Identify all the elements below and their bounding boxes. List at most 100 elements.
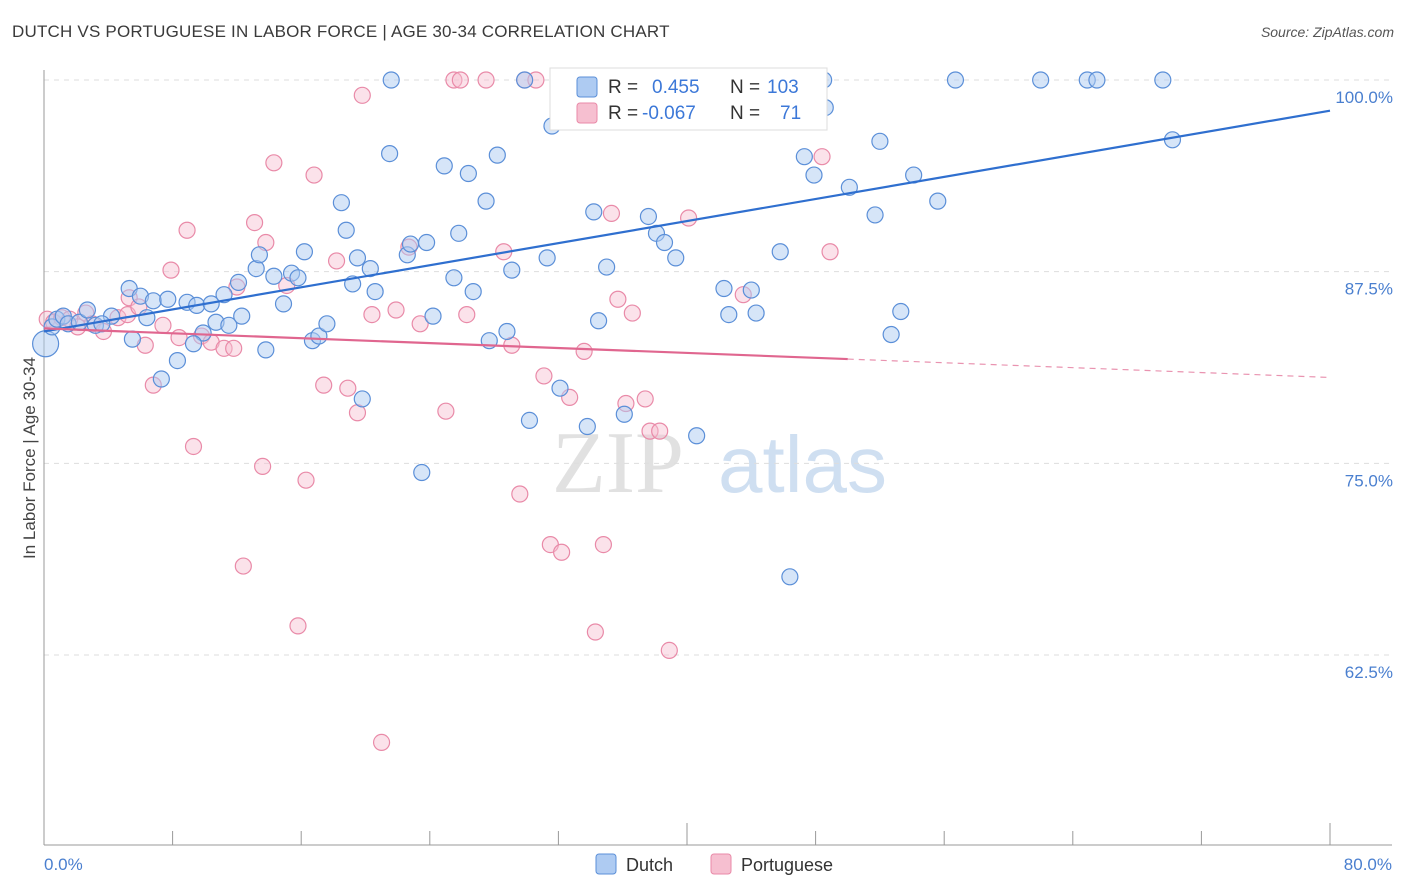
y-axis-label: In Labor Force | Age 30-34 — [20, 357, 39, 559]
dutch-point — [538, 249, 556, 267]
dutch-point — [144, 292, 162, 310]
portuguese-point — [821, 243, 839, 261]
dutch-point — [361, 260, 379, 278]
dutch-point — [233, 307, 251, 325]
portuguese-point — [609, 290, 627, 308]
portuguese-points — [38, 71, 839, 752]
dutch-point — [585, 203, 603, 221]
trend-lines — [43, 109, 1331, 379]
y-tick-labels: 100.0% 87.5% 75.0% 62.5% — [1335, 88, 1393, 682]
x-tick-label-max: 80.0% — [1344, 855, 1392, 874]
dutch-point — [1032, 71, 1050, 89]
portuguese-point — [511, 485, 529, 503]
portuguese-point — [411, 315, 429, 333]
dutch-point — [1088, 71, 1106, 89]
portuguese-point — [234, 557, 252, 575]
portuguese-point — [265, 154, 283, 172]
dutch-point — [123, 330, 142, 348]
dutch-point — [892, 302, 910, 321]
portuguese-point — [289, 617, 307, 635]
dutch-point — [715, 279, 733, 298]
portuguese-point — [154, 316, 172, 334]
portuguese-point — [636, 390, 654, 408]
dutch-point — [639, 207, 658, 226]
dutch-point — [459, 164, 477, 183]
dutch-point — [771, 243, 789, 261]
dutch-point — [615, 405, 633, 423]
dutch-point — [417, 233, 436, 252]
portuguese-point — [339, 379, 357, 397]
portuguese-point — [623, 304, 641, 322]
dutch-point — [337, 221, 355, 239]
dutch-point — [1163, 131, 1182, 149]
dutch-point — [265, 267, 283, 285]
series-legend: Dutch Portuguese — [595, 853, 833, 875]
stats-portuguese-r-label: R = — [608, 103, 638, 124]
portuguese-trend-line — [43, 327, 848, 361]
dutch-point — [655, 233, 674, 252]
watermark: ZIP atlas — [552, 415, 887, 512]
stats-dutch-r-value: 0.455 — [652, 77, 700, 98]
dutch-point — [220, 316, 238, 334]
portuguese-point — [660, 641, 678, 660]
y-tick-label: 62.5% — [1345, 663, 1393, 682]
dutch-point — [229, 273, 248, 291]
dutch-point — [598, 258, 616, 276]
portuguese-point — [372, 733, 391, 752]
dutch-point — [805, 166, 823, 184]
stats-dutch-n-label: N = — [730, 77, 760, 98]
portuguese-point — [680, 209, 698, 227]
dutch-point — [194, 324, 212, 342]
stats-dutch-r-label: R = — [608, 77, 638, 98]
y-tick-label: 87.5% — [1345, 280, 1393, 299]
dutch-point — [667, 249, 685, 267]
portuguese-point — [254, 457, 272, 475]
axes — [43, 70, 1392, 846]
dutch-point — [168, 352, 187, 370]
dutch-point — [318, 315, 336, 333]
portuguese-point — [445, 71, 463, 89]
watermark-atlas: atlas — [718, 420, 887, 509]
dutch-point — [401, 235, 420, 253]
portuguese-point — [535, 367, 553, 385]
dutch-point — [424, 307, 442, 325]
y-tick-label: 100.0% — [1335, 88, 1393, 107]
dutch-point — [688, 427, 706, 445]
dutch-point — [781, 568, 799, 586]
source-credit: Source: ZipAtlas.com — [1260, 24, 1394, 40]
legend-dutch-swatch — [595, 853, 617, 875]
portuguese-point — [553, 543, 571, 561]
legend-portuguese-label: Portuguese — [741, 855, 833, 875]
y-tick-label: 75.0% — [1345, 471, 1393, 490]
dutch-point — [882, 325, 900, 344]
dutch-point — [184, 335, 203, 353]
dutch-point — [274, 295, 293, 313]
dutch-point — [929, 192, 947, 210]
dutch-point — [366, 283, 384, 301]
portuguese-point — [363, 306, 381, 324]
dutch-point — [152, 370, 170, 388]
portuguese-point — [184, 437, 203, 456]
portuguese-point — [641, 422, 659, 440]
dutch-point — [866, 206, 884, 224]
portuguese-point — [170, 329, 188, 347]
portuguese-point — [162, 261, 180, 279]
stats-dutch-n-value: 103 — [767, 77, 799, 98]
dutch-point — [445, 269, 463, 287]
dutch-point — [464, 283, 482, 301]
dutch-point — [215, 286, 233, 304]
dutch-point — [381, 145, 399, 163]
dutch-point — [551, 379, 569, 397]
stats-portuguese-n-label: N = — [730, 103, 760, 124]
dutch-points — [32, 71, 1182, 586]
chart-title: DUTCH VS PORTUGUESE IN LABOR FORCE | AGE… — [12, 22, 670, 41]
x-tick-label-min: 0.0% — [44, 855, 83, 874]
dutch-point — [520, 411, 539, 429]
dutch-trend-line — [43, 109, 1331, 333]
portuguese-point — [178, 221, 196, 239]
portuguese-point — [437, 402, 455, 420]
portuguese-point — [477, 71, 495, 89]
portuguese-point — [458, 306, 476, 324]
portuguese-point — [575, 342, 593, 360]
